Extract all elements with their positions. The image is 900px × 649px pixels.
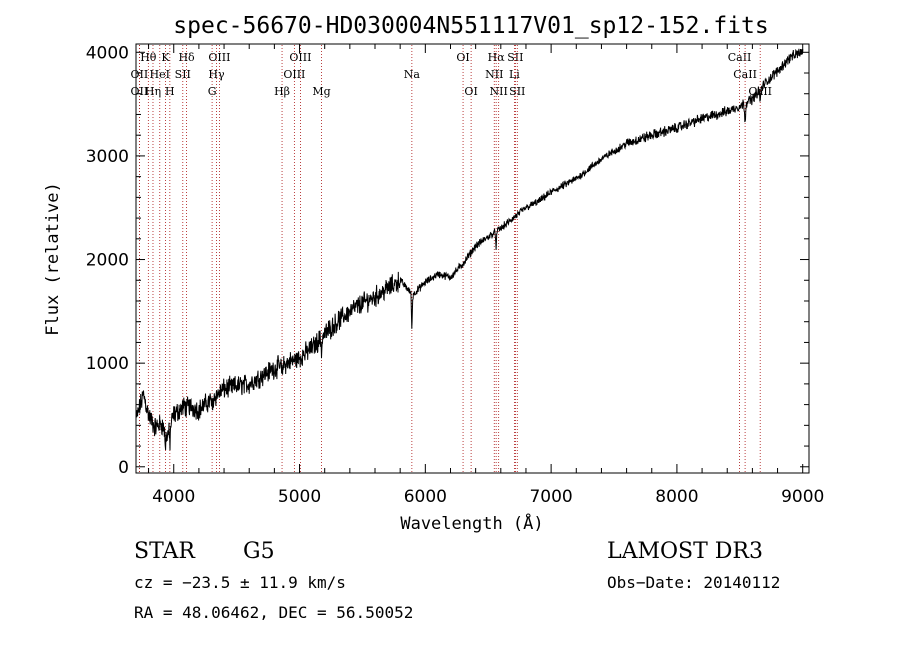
line-marker-label: Hβ xyxy=(274,85,290,98)
line-marker-label: HeI xyxy=(150,68,170,81)
line-marker-label: Hη xyxy=(145,85,161,98)
redshift-text: cz = −23.5 ± 11.9 km/s xyxy=(134,573,346,592)
chart-title: spec-56670-HD030004N551117V01_sp12-152.f… xyxy=(173,13,768,39)
x-tick-label: 6000 xyxy=(404,487,447,507)
line-marker-label: SII xyxy=(509,85,525,98)
line-marker-label: Mg xyxy=(312,85,330,98)
y-tick-labels: 0 1000 2000 3000 4000 xyxy=(86,43,129,477)
line-marker-label: NII xyxy=(490,85,508,98)
line-marker-label: Na xyxy=(404,68,421,81)
line-marker-label: OII xyxy=(131,85,149,98)
x-tick-label: 9000 xyxy=(781,487,824,507)
y-tick-label: 3000 xyxy=(86,147,129,167)
x-tick-label: 8000 xyxy=(655,487,698,507)
x-tick-labels: 4000 5000 6000 7000 8000 9000 xyxy=(152,487,824,507)
line-marker-label: Hθ xyxy=(140,51,157,64)
line-marker-label: OIII xyxy=(283,68,305,81)
line-marker-label: OI xyxy=(456,51,469,64)
line-marker-label: SII xyxy=(175,68,191,81)
line-marker-label: G xyxy=(208,85,217,98)
line-marker-label: CaII xyxy=(728,51,752,64)
line-marker-label: H xyxy=(165,85,175,98)
survey-name: LAMOST DR3 xyxy=(607,539,763,564)
x-tick-label: 5000 xyxy=(278,487,321,507)
object-type: STAR xyxy=(134,539,195,564)
plot-frame xyxy=(135,43,810,474)
y-tick-label: 4000 xyxy=(86,43,129,63)
coordinates: RA = 48.06462, DEC = 56.50052 xyxy=(134,603,414,622)
x-tick-label: 4000 xyxy=(152,487,195,507)
x-axis-label: Wavelength (Å) xyxy=(400,512,543,534)
obs-date: Obs−Date: 20140112 xyxy=(607,573,781,592)
line-marker-label: K xyxy=(161,51,170,64)
y-tick-label: 2000 xyxy=(86,251,129,271)
line-marker-label: CaII xyxy=(733,68,757,81)
line-marker-label: Hα xyxy=(488,51,506,64)
y-axis-label: Flux (relative) xyxy=(43,182,63,336)
line-marker-label: Hδ xyxy=(178,51,195,64)
x-tick-label: 7000 xyxy=(529,487,572,507)
line-marker-label: OII xyxy=(131,68,149,81)
line-marker-label: OIII xyxy=(208,51,230,64)
line-marker-label: OI xyxy=(464,85,477,98)
line-marker-label: Hγ xyxy=(208,68,225,81)
axis-ticks xyxy=(136,44,809,473)
line-marker-label: NII xyxy=(485,68,503,81)
y-tick-label: 0 xyxy=(118,458,129,478)
spectrum-line xyxy=(136,48,804,451)
spectral-subclass: G5 xyxy=(243,539,275,564)
y-tick-label: 1000 xyxy=(86,354,129,374)
line-marker-label: Li xyxy=(509,68,520,81)
line-marker-label: SII xyxy=(507,51,523,64)
line-marker-label: OIII xyxy=(289,51,311,64)
